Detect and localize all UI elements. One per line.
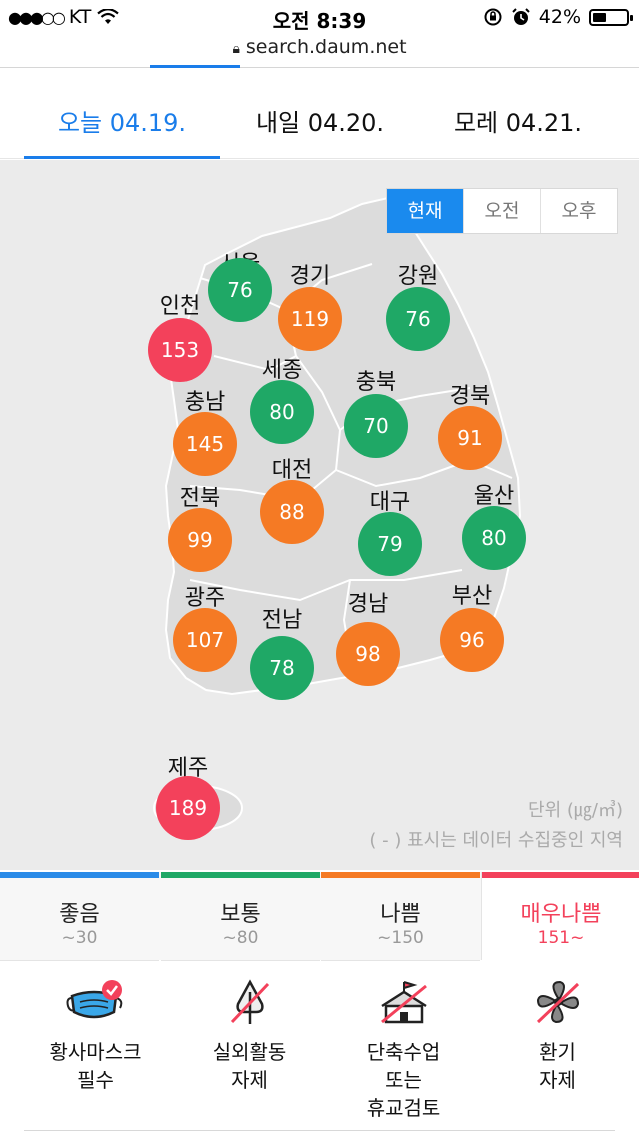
air-quality-map: 현재 오전 오후 서울76경기119강원76인천153세종80충북70충남145… <box>0 160 639 870</box>
advice-text: 황사마스크 필수 <box>49 1040 142 1092</box>
region-value-badge[interactable]: 153 <box>148 318 212 382</box>
region-value-badge[interactable]: 80 <box>250 380 314 444</box>
region-name: 부산 <box>451 584 493 609</box>
legend-very-bad[interactable]: 매우나쁨 151~ <box>481 872 639 960</box>
region-value-badge[interactable]: 145 <box>173 412 237 476</box>
url-bar[interactable]: 🔒︎ search.daum.net <box>0 36 639 66</box>
region-name: 충남 <box>184 390 226 415</box>
battery-percent: 42% <box>538 6 581 28</box>
region-name: 전남 <box>261 608 303 633</box>
region-name: 충북 <box>355 370 397 395</box>
alarm-icon <box>512 8 530 25</box>
region-value-badge[interactable]: 88 <box>260 480 324 544</box>
toggle-afternoon[interactable]: 오후 <box>540 189 617 233</box>
region-name: 인천 <box>159 294 201 319</box>
advice-ventilation: 환기 자제 <box>478 962 637 1094</box>
region-value-badge[interactable]: 107 <box>173 608 237 672</box>
region-value-badge[interactable]: 78 <box>250 636 314 700</box>
time-toggle: 현재 오전 오후 <box>386 188 618 234</box>
legend-color-bar <box>321 872 480 878</box>
region-value-badge[interactable]: 189 <box>156 776 220 840</box>
advice-text: 환기 자제 <box>539 1040 576 1092</box>
region-value-badge[interactable]: 76 <box>208 258 272 322</box>
region-name: 대전 <box>271 458 313 483</box>
no-outdoor-icon <box>230 979 269 1024</box>
legend-range: ~150 <box>377 928 424 948</box>
region-value-badge[interactable]: 80 <box>462 506 526 570</box>
advice-text: 실외활동 자제 <box>212 1040 287 1092</box>
no-ventilation-icon <box>536 980 579 1024</box>
legend-bad[interactable]: 나쁨 ~150 <box>321 872 480 961</box>
legend-range: ~80 <box>222 928 259 948</box>
battery-icon <box>589 8 633 26</box>
region-name: 전북 <box>179 486 221 511</box>
region-value-badge[interactable]: 79 <box>358 512 422 576</box>
data-note: ( - ) 표시는 데이터 수집중인 지역 <box>369 830 623 851</box>
region-name: 울산 <box>473 484 515 509</box>
top-divider <box>0 65 639 68</box>
legend-color-bar <box>161 872 320 878</box>
legend-normal[interactable]: 보통 ~80 <box>161 872 320 961</box>
legend-name: 매우나쁨 <box>520 902 602 927</box>
orientation-lock-icon <box>484 8 502 26</box>
mask-icon <box>66 980 122 1019</box>
toggle-morning[interactable]: 오전 <box>463 189 540 233</box>
unit-label: 단위 (㎍/㎥) <box>528 800 623 821</box>
lock-icon: 🔒︎ <box>232 41 240 57</box>
clock: 오전 8:39 <box>272 9 367 33</box>
tab-tomorrow[interactable]: 내일 04.20. <box>255 109 385 137</box>
region-value-badge[interactable]: 91 <box>438 406 502 470</box>
region-value-badge[interactable]: 98 <box>336 622 400 686</box>
region-name: 대구 <box>369 490 411 515</box>
legend-name: 보통 <box>220 902 261 927</box>
legend-range: ~30 <box>61 928 98 948</box>
url-text: search.daum.net <box>245 36 407 58</box>
region-value-badge[interactable]: 119 <box>278 287 342 351</box>
region-name: 광주 <box>184 586 226 611</box>
carrier-label: KT <box>68 6 92 28</box>
legend-range: 151~ <box>537 928 585 948</box>
region-name: 경기 <box>289 264 331 289</box>
legend-color-bar <box>482 872 639 878</box>
school-icon <box>380 981 427 1024</box>
legend-color-bar <box>0 872 159 878</box>
signal-icon: ●●●○○ <box>8 7 66 27</box>
advice-outdoor: 실외활동 자제 <box>170 962 329 1094</box>
legend-name: 좋음 <box>59 902 100 927</box>
air-quality-legend: 좋음 ~30 보통 ~80 나쁨 ~150 매우나쁨 151~ <box>0 872 639 961</box>
region-name: 경남 <box>347 592 389 617</box>
status-bar: ●●●○○ KT 오전 8:39 42% <box>0 0 639 36</box>
region-value-badge[interactable]: 99 <box>168 508 232 572</box>
tab-day-after-tomorrow[interactable]: 모레 04.21. <box>453 109 583 137</box>
legend-good[interactable]: 좋음 ~30 <box>0 872 159 961</box>
date-tabs: 오늘 04.19. 내일 04.20. 모레 04.21. <box>0 88 639 159</box>
legend-name: 나쁨 <box>380 902 421 927</box>
tab-today[interactable]: 오늘 04.19. <box>24 88 220 159</box>
wifi-icon <box>97 9 120 24</box>
region-name: 경북 <box>449 384 491 409</box>
bottom-divider <box>24 1130 615 1131</box>
advice-section: 황사마스크 필수 실외활동 자제 단축수업 또는 휴교검토 환기 자제 <box>0 962 639 1138</box>
region-name: 세종 <box>261 358 303 383</box>
toggle-now[interactable]: 현재 <box>387 189 463 233</box>
region-name: 강원 <box>397 264 439 289</box>
region-value-badge[interactable]: 96 <box>440 608 504 672</box>
region-value-badge[interactable]: 70 <box>344 394 408 458</box>
advice-text: 단축수업 또는 휴교검토 <box>366 1040 441 1120</box>
advice-school: 단축수업 또는 휴교검토 <box>324 962 483 1122</box>
region-value-badge[interactable]: 76 <box>386 287 450 351</box>
advice-mask: 황사마스크 필수 <box>16 962 175 1094</box>
